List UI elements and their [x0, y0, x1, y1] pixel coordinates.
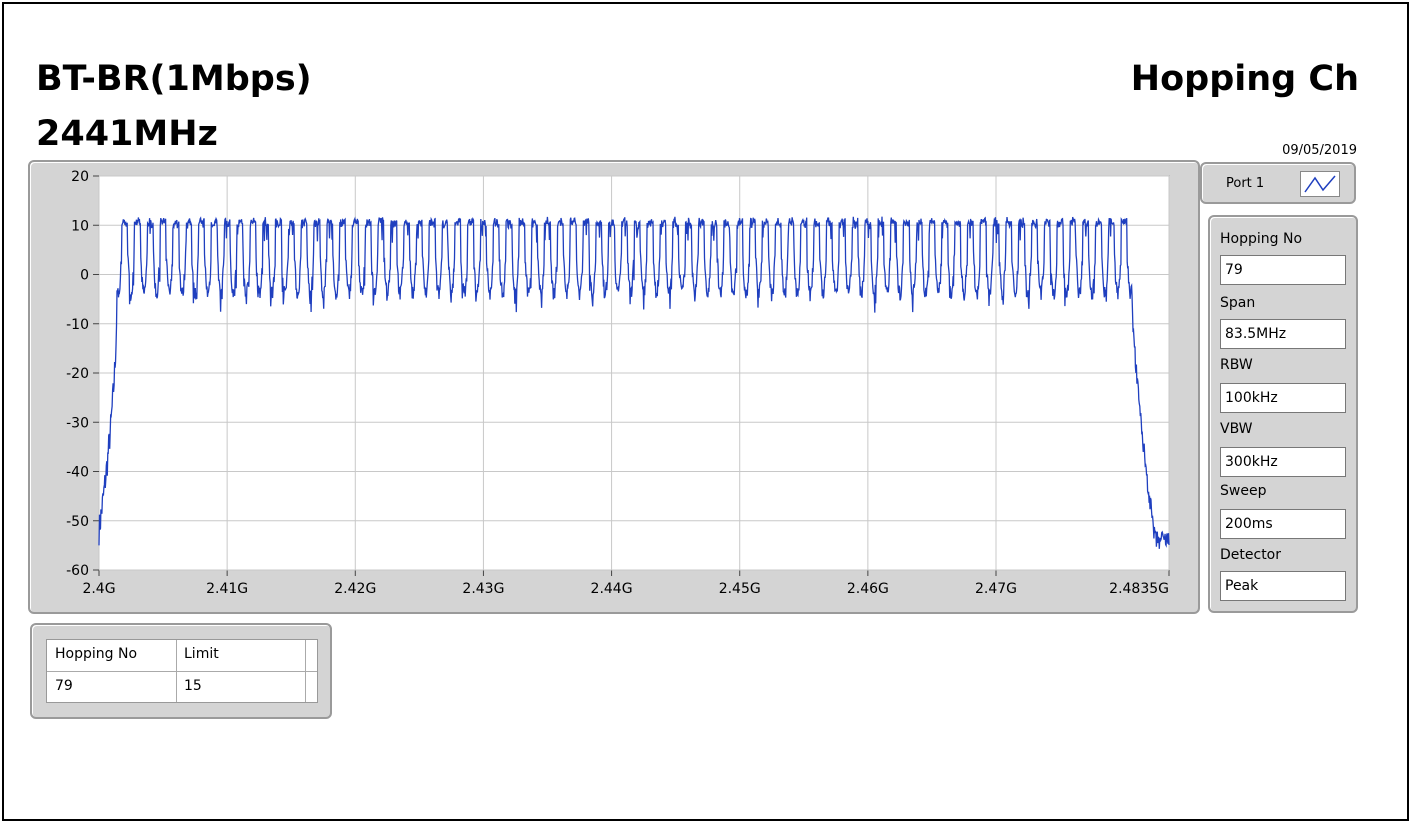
rbw-label: RBW: [1220, 357, 1253, 373]
settings-panel: Hopping No 79 Span 83.5MHz RBW 100kHz VB…: [1208, 215, 1358, 613]
y-tick-label: -10: [66, 317, 89, 333]
y-tick-label: 10: [71, 218, 89, 234]
vbw-label: VBW: [1220, 421, 1253, 437]
y-tick-label: -40: [66, 465, 89, 481]
result-panel: Hopping No Limit 79 15: [30, 623, 332, 719]
test-title: Hopping Ch: [1130, 59, 1359, 99]
hopping-no-field[interactable]: 79: [1220, 255, 1346, 285]
y-tick-label: 0: [80, 268, 89, 284]
result-header-hopping-no: Hopping No: [55, 646, 138, 662]
x-tick-label: 2.41G: [206, 581, 248, 597]
span-field[interactable]: 83.5MHz: [1220, 319, 1346, 349]
table-column-divider: [176, 640, 177, 702]
x-tick-label: 2.43G: [462, 581, 504, 597]
sweep-label: Sweep: [1220, 483, 1267, 499]
rbw-field[interactable]: 100kHz: [1220, 383, 1346, 413]
x-tick-label: 2.45G: [719, 581, 761, 597]
spectrum-chart: 2.4G 2.41G 2.42G 2.43G 2.44G 2.45G 2.46G 2.47G 2…: [66, 169, 1170, 597]
result-table: Hopping No Limit 79 15: [46, 639, 318, 703]
y-tick-label: -30: [66, 415, 89, 431]
mode-title: BT-BR(1Mbps): [36, 59, 312, 99]
hopping-no-label: Hopping No: [1220, 231, 1303, 247]
port-label: Port 1: [1226, 176, 1265, 191]
result-value-hopping-no: 79: [55, 678, 73, 694]
vbw-field[interactable]: 300kHz: [1220, 447, 1346, 477]
sweep-field[interactable]: 200ms: [1220, 509, 1346, 539]
y-tick-label: 20: [71, 169, 89, 185]
waveform-icon: [1300, 171, 1340, 197]
x-tick-label: 2.47G: [975, 581, 1017, 597]
port-selector[interactable]: Port 1: [1200, 162, 1356, 204]
y-tick-label: -60: [66, 563, 89, 579]
y-tick-label: -20: [66, 366, 89, 382]
y-tick-label: -50: [66, 514, 89, 530]
span-label: Span: [1220, 295, 1256, 311]
detector-field[interactable]: Peak: [1220, 571, 1346, 601]
table-column-divider: [305, 640, 306, 702]
frequency-title: 2441MHz: [36, 114, 218, 154]
x-tick-label: 2.4G: [82, 581, 115, 597]
x-tick-label: 2.44G: [591, 581, 633, 597]
x-tick-label: 2.46G: [847, 581, 889, 597]
x-tick-label: 2.42G: [334, 581, 376, 597]
table-divider: [47, 671, 317, 672]
x-tick-label: 2.4835G: [1109, 581, 1169, 597]
result-value-limit: 15: [184, 678, 202, 694]
detector-label: Detector: [1220, 547, 1282, 563]
report-date: 09/05/2019: [1282, 143, 1357, 158]
spectrum-graph-panel: 2.4G 2.41G 2.42G 2.43G 2.44G 2.45G 2.46G 2.47G 2…: [28, 160, 1200, 614]
result-header-limit: Limit: [184, 646, 219, 662]
spectrum-trace: [98, 216, 1170, 549]
